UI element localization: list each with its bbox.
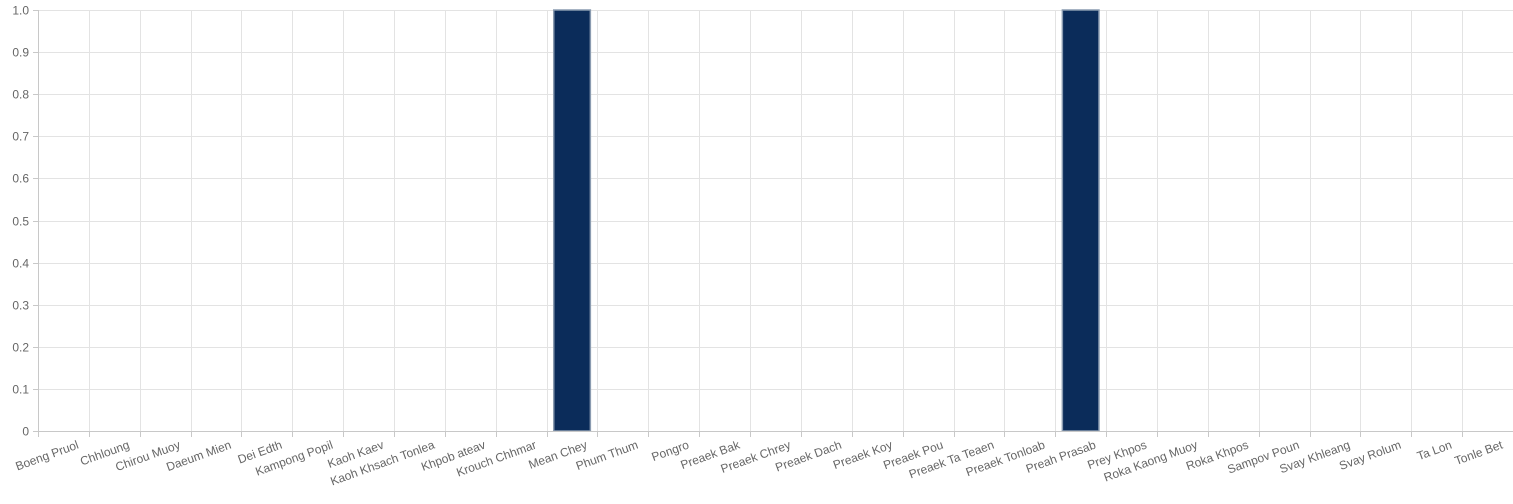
y-tick-label: 0.3 (12, 299, 29, 313)
bar[interactable] (552, 9, 592, 432)
y-tick-label: 0.2 (12, 341, 29, 355)
y-tick-label: 0.8 (12, 88, 29, 102)
y-tick-label: 0.6 (12, 172, 29, 186)
x-tick-label: Boeng Pruol (14, 438, 81, 474)
x-tick-label: Tonle Bet (1453, 437, 1505, 467)
y-tick-label: 0.4 (12, 257, 29, 271)
tick-labels: 0 0.1 0.2 0.3 0.4 0.5 0.6 0.7 0.8 0.9 1.0 Boeng Pru… (12, 4, 1505, 489)
y-tick-label: 1.0 (12, 4, 29, 18)
bar[interactable] (1061, 9, 1100, 432)
bars (552, 9, 1100, 432)
y-tick-label: 0.1 (12, 383, 29, 397)
x-tick-label: Ta Lon (1415, 438, 1454, 463)
grid (38, 10, 1513, 432)
axes (33, 10, 1513, 437)
y-tick-label: 0.7 (12, 130, 29, 144)
y-tick-label: 0.5 (12, 215, 29, 229)
y-tick-label: 0.9 (12, 46, 29, 60)
y-tick-label: 0 (22, 425, 29, 439)
